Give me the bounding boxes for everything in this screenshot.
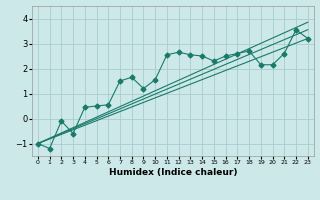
X-axis label: Humidex (Indice chaleur): Humidex (Indice chaleur) bbox=[108, 168, 237, 177]
